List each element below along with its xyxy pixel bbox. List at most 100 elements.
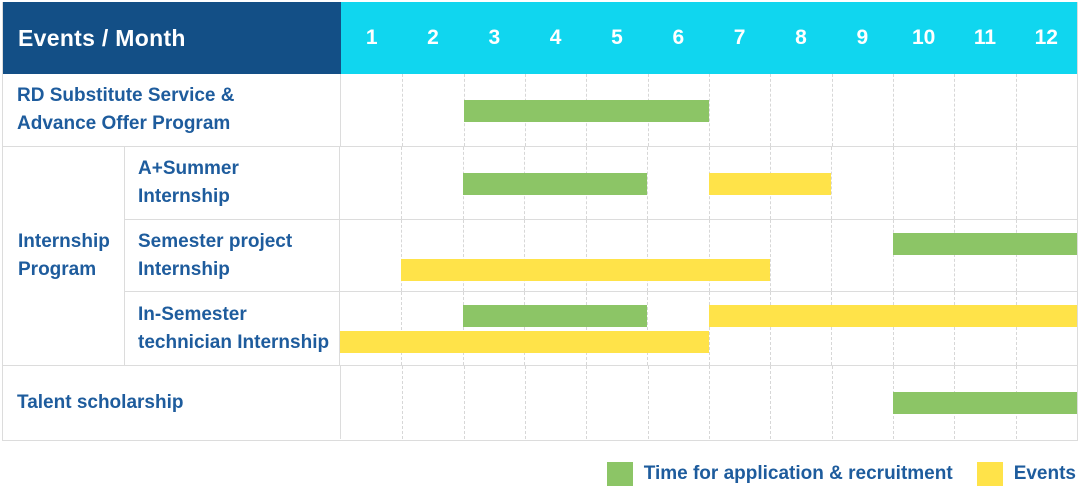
row-label-line: Internship [138, 258, 230, 280]
month-header-2: 2 [427, 26, 439, 49]
legend-label: Time for application & recruitment [643, 463, 953, 484]
month-header-7: 7 [733, 26, 746, 49]
table-row: RD Substitute Service & Advance Offer Pr… [3, 74, 1077, 147]
green-swatch-icon [606, 462, 633, 486]
gantt-table: Events / Month 1 2 3 4 5 6 7 8 9 10 11 1… [2, 2, 1078, 441]
month-gridline [1015, 147, 1017, 219]
month-gridline [709, 74, 710, 146]
month-gridline [893, 74, 894, 146]
month-gridline [647, 147, 649, 219]
month-header-11: 11 [973, 26, 997, 49]
month-header-6: 6 [672, 26, 685, 49]
month-gridline [770, 366, 772, 439]
month-gridline [647, 366, 649, 439]
month-gridline [462, 219, 464, 292]
table-row: In-Semester technician Internship [125, 292, 1077, 365]
gantt-bar-application-recruitment [463, 100, 709, 122]
legend-label: Events [1013, 463, 1076, 484]
month-gridline [586, 366, 588, 439]
month-gridline [831, 74, 833, 146]
month-gridline [708, 219, 710, 292]
table-row: Semester project Internship [125, 219, 1077, 293]
month-header-9: 9 [856, 26, 869, 49]
legend: Time for application & recruitment Event… [606, 459, 1076, 489]
month-gridline [709, 366, 710, 439]
month-gridline [524, 292, 526, 365]
month-gridline [769, 219, 771, 292]
month-header-4: 4 [549, 26, 562, 49]
row-label-talent-scholarship: Talent scholarship [3, 366, 341, 439]
month-gridline [525, 366, 526, 439]
month-header-3: 3 [488, 26, 501, 49]
row-label-in-semester-technician: In-Semester technician Internship [125, 292, 340, 365]
gantt-track-in-semester-technician [340, 292, 1077, 365]
month-header-5: 5 [611, 26, 623, 49]
month-gridline [892, 147, 894, 219]
month-gridline [463, 366, 465, 439]
month-gridline [954, 292, 956, 365]
gantt-track-semester-project [340, 219, 1077, 292]
month-header-8: 8 [795, 26, 807, 49]
table-row: Talent scholarship [3, 366, 1077, 439]
gantt-track-rd-substitute [341, 74, 1077, 146]
month-gridline [524, 219, 526, 292]
month-header-10: 10 [911, 26, 936, 49]
month-gridline [401, 292, 403, 365]
gantt-bar-application-recruitment [893, 392, 1077, 414]
table-row: A+Summer Internship [125, 147, 1077, 220]
month-gridline [831, 366, 833, 439]
month-gridline [401, 219, 403, 292]
group-label-line: Internship [18, 231, 110, 252]
group-label-internship-program: Internship Program [3, 147, 125, 365]
month-gridline [462, 292, 464, 365]
gantt-bar-event [708, 173, 832, 195]
legend-item-events: Events [976, 462, 1076, 486]
month-gridline [1015, 292, 1017, 365]
yellow-swatch-icon [976, 462, 1003, 486]
month-gridline [831, 219, 833, 292]
month-gridline [954, 147, 956, 219]
row-label-line: RD Substitute Service & [17, 85, 235, 106]
month-gridline [1015, 219, 1017, 292]
row-label-a-plus-summer: A+Summer Internship [125, 147, 340, 219]
month-gridline [770, 74, 772, 146]
month-gridline [1015, 74, 1017, 146]
month-gridline [402, 74, 404, 146]
gantt-bar-event [708, 305, 1077, 328]
month-header-1: 1 [365, 26, 378, 49]
row-label-line: Semester project [138, 230, 293, 252]
month-gridline [647, 292, 649, 365]
row-label-rd-substitute: RD Substitute Service & Advance Offer Pr… [3, 74, 341, 146]
month-gridline [402, 366, 404, 439]
gantt-bar-event [401, 258, 770, 281]
gantt-track-a-plus-summer [340, 147, 1077, 219]
gantt-bar-application-recruitment [462, 305, 648, 328]
month-gridline [769, 292, 771, 365]
month-gridline [892, 219, 894, 292]
row-label-line: Internship [138, 185, 230, 207]
internship-program-group: Internship Program A+Summer Internship S… [3, 147, 1077, 366]
month-gridline [831, 292, 833, 365]
row-label-line: Talent scholarship [17, 391, 184, 413]
month-gridline [585, 292, 587, 365]
row-label-line: technician Internship [138, 331, 330, 353]
gantt-bar-application-recruitment [462, 173, 648, 195]
legend-item-application-recruitment: Time for application & recruitment [606, 462, 953, 486]
row-label-line: Advance Offer Program [17, 113, 231, 134]
gantt-bar-application-recruitment [892, 232, 1077, 255]
month-gridline [585, 219, 587, 292]
month-gridline [647, 219, 649, 292]
month-gridline [954, 74, 956, 146]
events-month-header: Events / Month [3, 2, 341, 74]
month-gridline [954, 219, 956, 292]
month-header-12: 12 [1034, 26, 1058, 49]
row-label-semester-project: Semester project Internship [125, 219, 340, 292]
group-label-line: Program [18, 259, 97, 280]
header-row: Events / Month 1 2 3 4 5 6 7 8 9 10 11 1… [3, 2, 1077, 74]
gantt-track-talent-scholarship [341, 366, 1077, 439]
month-gridline [892, 292, 894, 365]
internship-subrows: A+Summer Internship Semester project Int… [125, 147, 1077, 365]
month-gridline [831, 147, 833, 219]
month-gridline [708, 292, 710, 365]
